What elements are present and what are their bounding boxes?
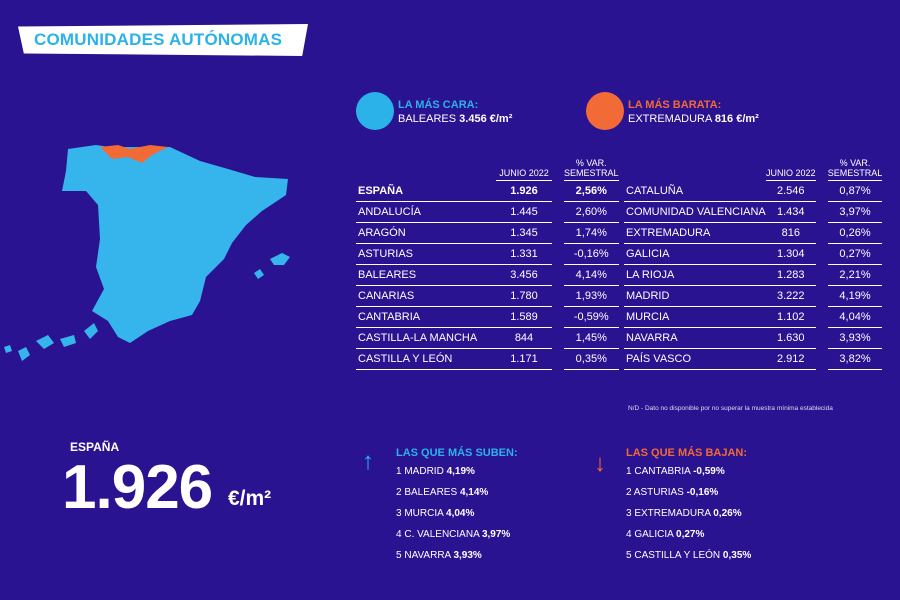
table-row: CASTILLA-LA MANCHA 844 1,45% — [356, 327, 619, 349]
espana-unit: €/m² — [228, 487, 272, 510]
table-row: LA RIOJA 1.283 2,21% — [624, 264, 883, 286]
list-item: 4 GALICIA 0,27% — [626, 529, 705, 540]
north-coast-region — [100, 145, 168, 163]
list-item: 2 ASTURIAS -0,16% — [626, 487, 719, 498]
footnote: N/D - Dato no disponible por no superar … — [628, 405, 833, 412]
suben-list: 1 MADRID 4,19% 2 BALEARES 4,14% 3 MURCIA… — [396, 461, 510, 566]
barata-value: EXTREMADURA 816 €/m² — [628, 113, 759, 125]
table-row: MADRID 3.222 4,19% — [624, 285, 883, 307]
bajan-list: 1 CANTABRIA -0,59% 2 ASTURIAS -0,16% 3 E… — [626, 461, 751, 566]
table-row: BALEARES 3.456 4,14% — [356, 264, 619, 286]
barata-region: EXTREMADURA — [628, 113, 712, 125]
list-item: 3 MURCIA 4,04% — [396, 508, 475, 519]
cara-amount: 3.456 €/m² — [459, 113, 513, 125]
espana-price: 1.926 — [62, 453, 213, 522]
canarias-5 — [84, 323, 98, 339]
header-var: % VAR. SEMESTRAL — [827, 158, 883, 181]
mainland-spain — [62, 145, 288, 343]
canarias-1 — [4, 345, 12, 353]
bajan-title: LAS QUE MÁS BAJAN: — [626, 447, 748, 459]
spain-map — [4, 145, 290, 361]
cara-dot — [356, 92, 394, 130]
cara-label: LA MÁS CARA: — [398, 99, 479, 111]
barata-label: LA MÁS BARATA: — [628, 99, 722, 111]
list-item: 5 CASTILLA Y LEÓN 0,35% — [626, 550, 752, 561]
baleares-small-island — [254, 269, 264, 279]
cara-region: BALEARES — [398, 113, 457, 125]
table-row: NAVARRA 1.630 3,93% — [624, 327, 883, 349]
table-row: CANARIAS 1.780 1,93% — [356, 285, 619, 307]
espana-label: ESPAÑA — [70, 440, 120, 454]
arrow-up-icon: ↑ — [362, 448, 374, 475]
right-price-table: JUNIO 2022 % VAR. SEMESTRAL CATALUÑA 2.54… — [624, 158, 883, 370]
header-price: JUNIO 2022 — [765, 158, 816, 181]
header-price: JUNIO 2022 — [496, 158, 552, 181]
arrow-down-icon: ↓ — [594, 450, 606, 477]
canarias-4 — [60, 335, 76, 347]
table-row: EXTREMADURA 816 0,26% — [624, 222, 883, 244]
list-item: 4 C. VALENCIANA 3,97% — [396, 529, 511, 540]
canarias-3 — [36, 335, 54, 349]
table-row: ASTURIAS 1.331 -0,16% — [356, 243, 619, 265]
table-row: COMUNIDAD VALENCIANA 1.434 3,97% — [624, 201, 883, 223]
table-row: GALICIA 1.304 0,27% — [624, 243, 883, 265]
page-title: COMUNIDADES AUTÓNOMAS — [34, 30, 283, 49]
table-row: ANDALUCÍA 1.445 2,60% — [356, 201, 619, 223]
table-row: CASTILLA Y LEÓN 1.171 0,35% — [356, 348, 619, 370]
table-row: CATALUÑA 2.546 0,87% — [624, 180, 883, 202]
list-item: 1 MADRID 4,19% — [396, 466, 475, 477]
table-row: MURCIA 1.102 4,04% — [624, 306, 883, 328]
left-price-table: JUNIO 2022 % VAR. SEMESTRAL ESPAÑA 1.926 2… — [356, 158, 619, 370]
list-item: 1 CANTABRIA -0,59% — [626, 466, 725, 477]
table-row: ESPAÑA 1.926 2,56% — [356, 180, 619, 202]
barata-dot — [586, 92, 624, 130]
list-item: 2 BALEARES 4,14% — [396, 487, 489, 498]
table-row: PAÍS VASCO 2.912 3,82% — [624, 348, 883, 370]
table-row: CANTABRIA 1.589 -0,59% — [356, 306, 619, 328]
cara-value: BALEARES 3.456 €/m² — [398, 113, 512, 125]
table-row: ARAGÓN 1.345 1,74% — [356, 222, 619, 244]
list-item: 5 NAVARRA 3,93% — [396, 550, 482, 561]
baleares-island — [270, 253, 290, 265]
title-banner — [18, 24, 308, 56]
header-var: % VAR. SEMESTRAL — [564, 158, 619, 181]
barata-amount: 816 €/m² — [714, 113, 759, 125]
canarias-2 — [18, 347, 30, 361]
list-item: 3 EXTREMADURA 0,26% — [626, 508, 742, 519]
suben-title: LAS QUE MÁS SUBEN: — [396, 447, 518, 459]
